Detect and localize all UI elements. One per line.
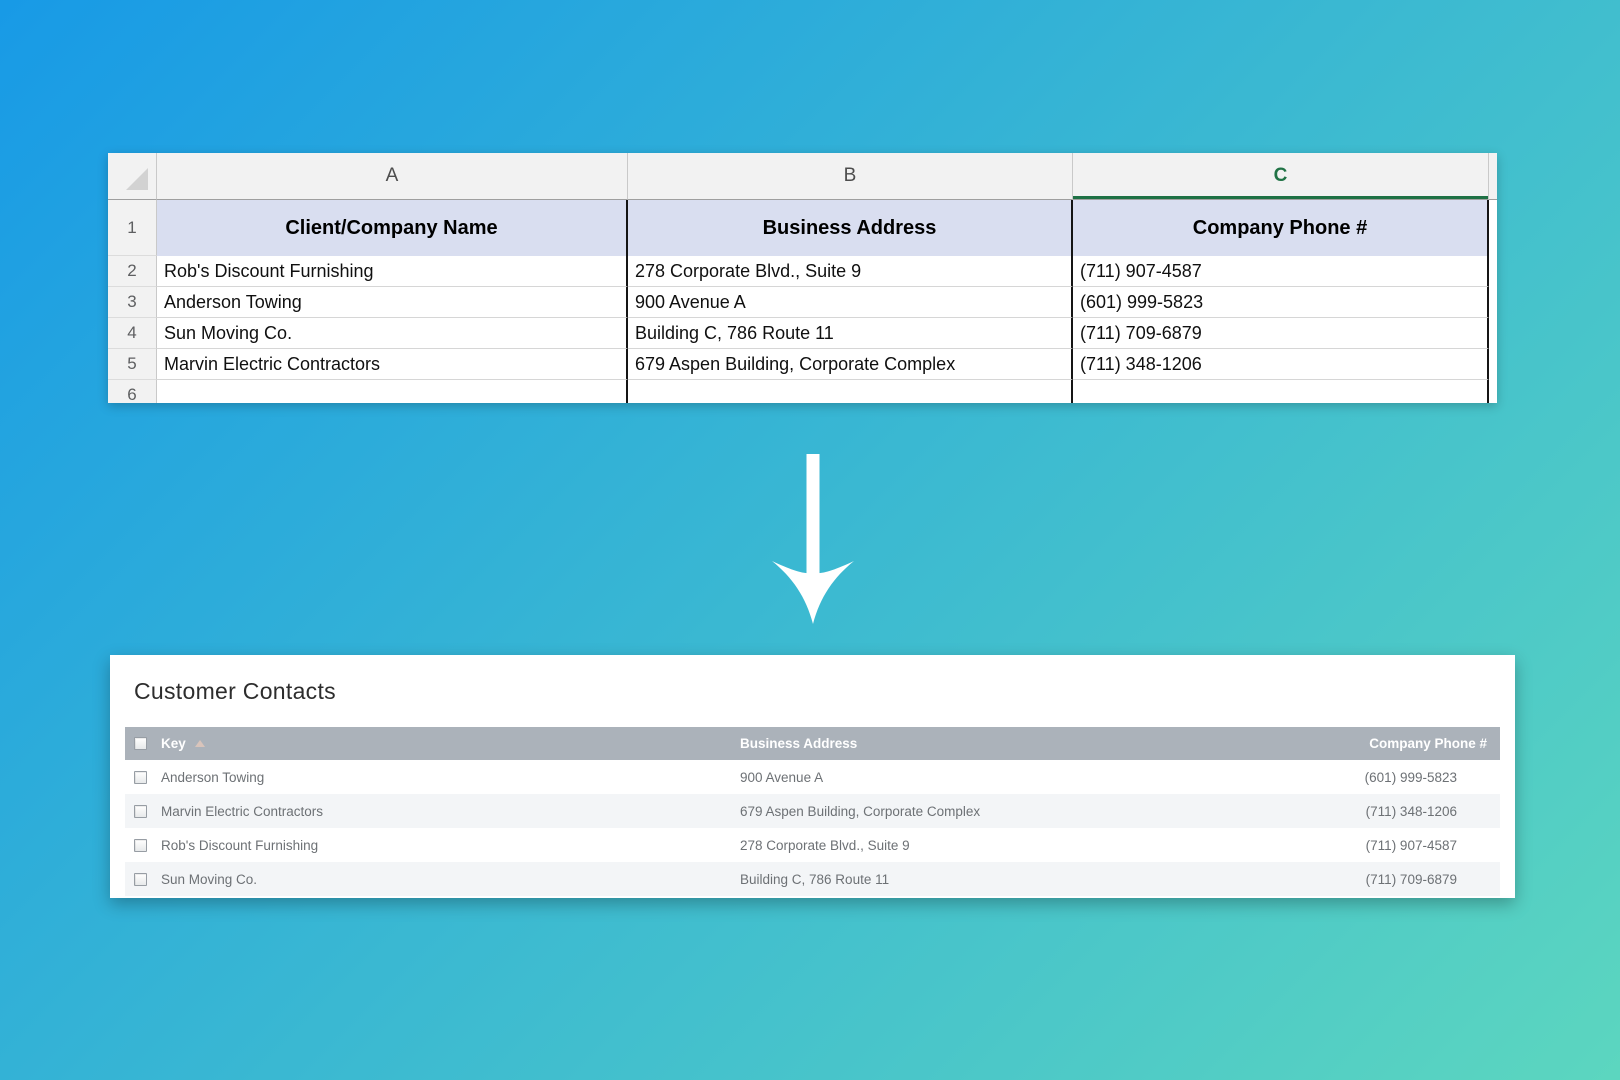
sheet-cell[interactable]: (711) 709-6879 xyxy=(1073,318,1489,349)
sheet-cell[interactable] xyxy=(157,380,628,403)
spreadsheet-column-header-strip: A B C xyxy=(108,153,1497,200)
checkbox-cell xyxy=(125,770,161,784)
sheet-cell[interactable]: (711) 348-1206 xyxy=(1073,349,1489,380)
sheet-cell[interactable]: 900 Avenue A xyxy=(628,287,1073,318)
contact-phone: (711) 348-1206 xyxy=(1365,803,1457,819)
contact-row[interactable]: Anderson Towing 900 Avenue A (601) 999-5… xyxy=(125,760,1500,794)
row-checkbox[interactable] xyxy=(134,770,147,784)
sheet-row: 2 Rob's Discount Furnishing 278 Corporat… xyxy=(108,256,1497,287)
sheet-header-cell[interactable]: Company Phone # xyxy=(1073,200,1489,256)
column-header-spacer xyxy=(1489,153,1497,200)
select-all-checkbox[interactable] xyxy=(134,737,147,750)
contact-phone: (711) 907-4587 xyxy=(1365,837,1457,853)
row-checkbox[interactable] xyxy=(134,804,147,818)
sheet-cell[interactable] xyxy=(1073,380,1489,403)
checkbox-cell xyxy=(125,737,161,750)
column-header-c[interactable]: C xyxy=(1073,153,1489,200)
down-arrow-icon xyxy=(772,454,854,624)
sheet-cell[interactable]: Rob's Discount Furnishing xyxy=(157,256,628,287)
row-checkbox[interactable] xyxy=(134,872,147,886)
contact-address: 900 Avenue A xyxy=(740,769,824,785)
column-header-b[interactable]: B xyxy=(628,153,1073,200)
sheet-header-row: 1 Client/Company Name Business Address C… xyxy=(108,200,1497,256)
contact-row[interactable]: Rob's Discount Furnishing 278 Corporate … xyxy=(125,828,1500,862)
contact-address: Building C, 786 Route 11 xyxy=(740,871,890,887)
row-number[interactable]: 3 xyxy=(108,287,157,318)
row-number[interactable]: 2 xyxy=(108,256,157,287)
card-title: Customer Contacts xyxy=(134,677,336,704)
checkbox-cell xyxy=(125,804,161,818)
phone-column-header[interactable]: Company Phone # xyxy=(1369,736,1487,751)
sheet-cell[interactable]: Anderson Towing xyxy=(157,287,628,318)
column-header-a[interactable]: A xyxy=(157,153,628,200)
customer-contacts-card: Customer Contacts Key Business Address C… xyxy=(110,655,1515,898)
sheet-row: 5 Marvin Electric Contractors 679 Aspen … xyxy=(108,349,1497,380)
sheet-header-cell[interactable]: Client/Company Name xyxy=(157,200,628,256)
contact-address: 278 Corporate Blvd., Suite 9 xyxy=(740,837,910,853)
row-number[interactable]: 1 xyxy=(108,200,157,256)
spreadsheet-card: A B C 1 Client/Company Name Business Add… xyxy=(108,153,1497,403)
sheet-rows: 2 Rob's Discount Furnishing 278 Corporat… xyxy=(108,256,1497,380)
sheet-cell[interactable]: (711) 907-4587 xyxy=(1073,256,1489,287)
sheet-cell[interactable]: Building C, 786 Route 11 xyxy=(628,318,1073,349)
sheet-cell[interactable]: 278 Corporate Blvd., Suite 9 xyxy=(628,256,1073,287)
select-all-triangle-icon xyxy=(126,168,148,190)
sheet-cell[interactable]: (601) 999-5823 xyxy=(1073,287,1489,318)
contact-key: Sun Moving Co. xyxy=(161,871,258,887)
contact-key: Marvin Electric Contractors xyxy=(161,803,324,819)
checkbox-cell xyxy=(125,838,161,852)
contacts-rows: Anderson Towing 900 Avenue A (601) 999-5… xyxy=(110,760,1515,896)
contact-row[interactable]: Sun Moving Co. Building C, 786 Route 11 … xyxy=(125,862,1500,896)
row-number[interactable]: 5 xyxy=(108,349,157,380)
sheet-row: 4 Sun Moving Co. Building C, 786 Route 1… xyxy=(108,318,1497,349)
key-column-header[interactable]: Key xyxy=(161,736,740,751)
contacts-table-header: Key Business Address Company Phone # xyxy=(125,727,1500,760)
checkbox-cell xyxy=(125,872,161,886)
sheet-row-partial: 6 xyxy=(108,380,1497,403)
contact-address: 679 Aspen Building, Corporate Complex xyxy=(740,803,981,819)
address-column-header[interactable]: Business Address xyxy=(740,736,858,751)
select-all-corner[interactable] xyxy=(108,153,157,200)
key-header-label: Key xyxy=(161,736,186,751)
row-number[interactable]: 4 xyxy=(108,318,157,349)
sheet-cell[interactable]: 679 Aspen Building, Corporate Complex xyxy=(628,349,1073,380)
contact-phone: (601) 999-5823 xyxy=(1364,769,1457,785)
sheet-cell[interactable]: Marvin Electric Contractors xyxy=(157,349,628,380)
row-checkbox[interactable] xyxy=(134,838,147,852)
sheet-cell[interactable] xyxy=(628,380,1073,403)
row-number[interactable]: 6 xyxy=(108,380,157,403)
contact-phone: (711) 709-6879 xyxy=(1365,871,1457,887)
sheet-cell[interactable]: Sun Moving Co. xyxy=(157,318,628,349)
sheet-row: 3 Anderson Towing 900 Avenue A (601) 999… xyxy=(108,287,1497,318)
contact-key: Anderson Towing xyxy=(161,769,265,785)
contact-key: Rob's Discount Furnishing xyxy=(161,837,319,853)
sort-ascending-icon xyxy=(194,740,205,747)
sheet-header-cell[interactable]: Business Address xyxy=(628,200,1073,256)
contact-row[interactable]: Marvin Electric Contractors 679 Aspen Bu… xyxy=(125,794,1500,828)
